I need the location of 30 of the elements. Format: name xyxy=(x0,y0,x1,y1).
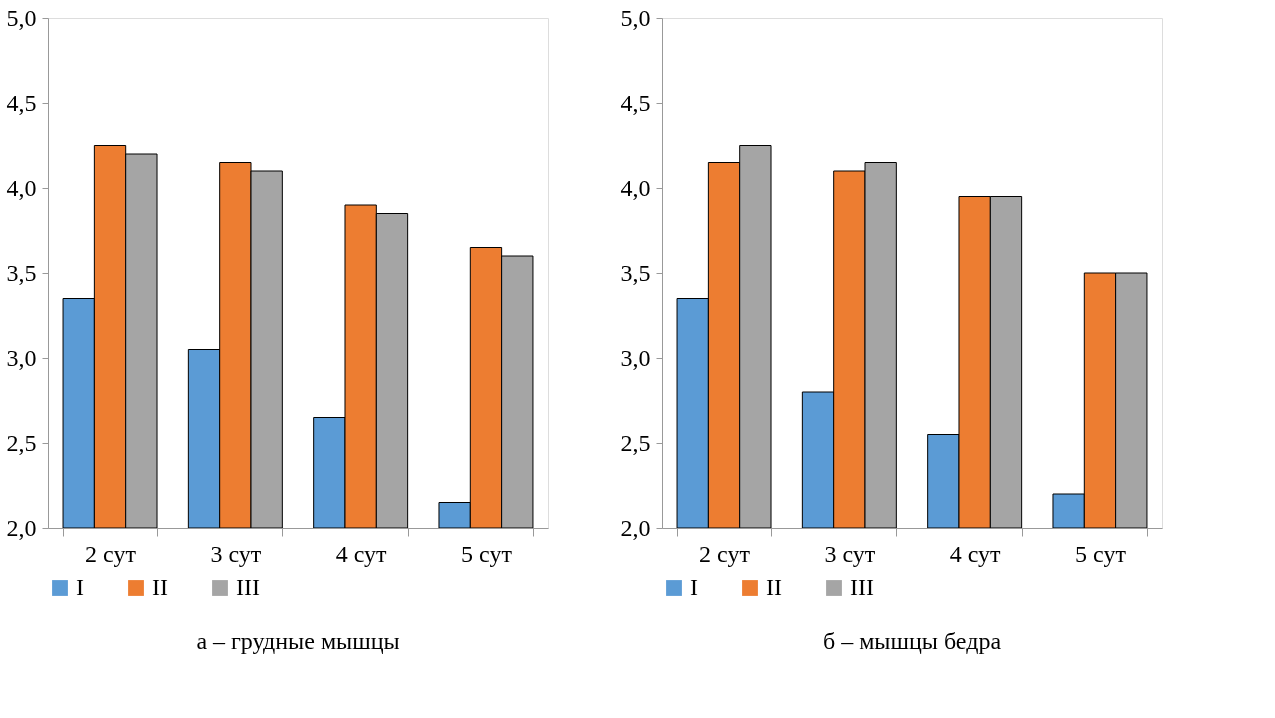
legend-label: III xyxy=(236,574,260,600)
y-tick-label: 4,0 xyxy=(620,174,651,201)
x-tick-label: 3 сут xyxy=(210,540,262,567)
legend-label: I xyxy=(76,574,84,600)
y-tick-label: 2,0 xyxy=(6,514,37,541)
y-tick-label: 3,0 xyxy=(6,344,37,371)
x-tick-label: 3 сут xyxy=(824,540,876,567)
y-tick-label: 4,5 xyxy=(6,89,37,116)
x-tick-label: 5 сут xyxy=(461,540,513,567)
text: а – грудные мышцы xyxy=(196,628,400,654)
x-tick-label: 2 сут xyxy=(699,540,751,567)
y-tick-label: 5,0 xyxy=(6,4,37,31)
x-tick-label: 4 сут xyxy=(335,540,388,567)
x-tick-label: 2 сут xyxy=(85,540,137,567)
y-tick-label: 2,0 xyxy=(620,514,651,541)
x-tick-label: 5 сут xyxy=(1075,540,1127,567)
legend-label: III xyxy=(850,574,874,600)
y-tick-label: 5,0 xyxy=(620,4,651,31)
legend-label: II xyxy=(152,574,168,600)
y-tick-label: 2,5 xyxy=(620,429,651,456)
text: б – мышцы бедра xyxy=(822,628,1002,654)
legend-label: I xyxy=(690,574,698,600)
y-tick-label: 3,5 xyxy=(6,259,37,286)
y-tick-label: 4,0 xyxy=(6,174,37,201)
legend-label: II xyxy=(766,574,782,600)
x-tick-label: 4 сут xyxy=(949,540,1002,567)
y-tick-label: 3,5 xyxy=(620,259,651,286)
y-tick-label: 3,0 xyxy=(620,344,651,371)
y-tick-label: 4,5 xyxy=(620,89,651,116)
y-tick-label: 2,5 xyxy=(6,429,37,456)
